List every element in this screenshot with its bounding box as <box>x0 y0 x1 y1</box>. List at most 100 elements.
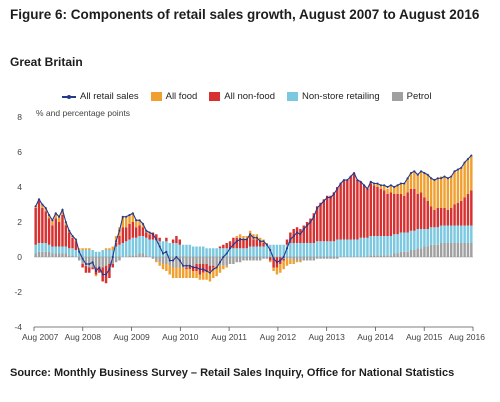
bar-segment-all-non-food <box>413 188 416 231</box>
bar-segment-petrol <box>460 243 463 257</box>
data-point-all-retail <box>48 213 51 217</box>
bar-segment-all-food <box>64 222 68 226</box>
bar-segment-petrol <box>128 255 131 257</box>
bar-segment-all-food <box>111 246 114 250</box>
bar-segment-non-store-retailing <box>312 243 316 257</box>
bar-segment-all-food <box>212 267 215 278</box>
bar-segment-non-store-retailing <box>443 225 446 243</box>
bar-segment-all-food <box>299 260 302 263</box>
bar-segment-all-food <box>88 248 91 250</box>
bar-segment-non-store-retailing <box>37 243 41 252</box>
legend-item-food: All food <box>150 91 198 102</box>
bar-segment-all-non-food <box>423 197 426 229</box>
data-point-all-retail <box>68 229 71 232</box>
data-point-all-retail <box>289 238 292 241</box>
bar-segment-petrol <box>41 251 44 257</box>
bar-segment-non-store-retailing <box>329 241 332 257</box>
data-point-all-retail <box>192 266 195 269</box>
bar-segment-petrol <box>453 243 456 257</box>
y-tick-label: 8 <box>17 112 22 122</box>
bar-segment-all-food <box>409 173 413 189</box>
data-point-all-retail <box>312 215 315 218</box>
bar-segment-petrol <box>252 257 255 261</box>
data-point-all-retail <box>406 177 409 180</box>
bar-segment-all-non-food <box>228 241 232 249</box>
bar-segment-non-store-retailing <box>128 239 131 256</box>
bar-segment-all-non-food <box>449 208 453 226</box>
bar-segment-all-non-food <box>208 265 212 271</box>
bar-segment-non-store-retailing <box>466 225 470 243</box>
bar-segment-non-store-retailing <box>47 244 51 252</box>
bar-segment-non-store-retailing <box>406 232 409 252</box>
data-point-all-retail <box>339 182 342 185</box>
bar-segment-petrol <box>131 255 135 257</box>
data-point-all-retail <box>336 187 339 190</box>
bar-segment-petrol <box>81 257 84 264</box>
bar-segment-petrol <box>456 243 460 257</box>
data-point-all-retail <box>64 220 67 224</box>
bar-segment-non-store-retailing <box>382 236 386 256</box>
bar-segment-all-food <box>61 209 64 215</box>
bar-segment-all-non-food <box>399 194 403 233</box>
bar-segment-all-non-food <box>245 239 249 249</box>
bar-segment-all-non-food <box>262 243 265 247</box>
bar-segment-all-non-food <box>225 243 228 249</box>
data-point-all-retail <box>61 208 64 211</box>
bar-segment-non-store-retailing <box>235 248 238 257</box>
bar-segment-non-store-retailing <box>145 237 148 256</box>
bar-segment-petrol <box>155 257 158 261</box>
data-point-all-retail <box>249 233 252 236</box>
bar-segment-petrol <box>382 255 386 257</box>
data-point-all-retail <box>470 154 473 157</box>
data-point-all-retail <box>383 184 386 187</box>
data-point-all-retail <box>58 215 61 218</box>
bar-segment-all-food <box>171 267 175 278</box>
data-point-all-retail <box>74 238 77 241</box>
bar-segment-petrol <box>429 244 433 257</box>
bar-segment-all-non-food <box>393 194 396 235</box>
data-point-all-retail <box>54 212 57 215</box>
bar-segment-all-non-food <box>272 257 275 268</box>
bar-segment-all-non-food <box>376 187 379 236</box>
bar-segment-petrol <box>64 253 68 257</box>
bar-segment-non-store-retailing <box>282 244 285 257</box>
bar-segment-all-food <box>84 248 88 250</box>
bar-segment-non-store-retailing <box>155 239 158 257</box>
y-axis-unit-label: % and percentage points <box>36 108 131 118</box>
chart-subtitle: Great Britain <box>10 55 83 69</box>
bar-segment-petrol <box>426 246 429 257</box>
data-point-all-retail <box>285 247 289 250</box>
bar-segment-non-store-retailing <box>372 236 376 256</box>
bar-segment-all-non-food <box>302 225 305 243</box>
bar-segment-non-store-retailing <box>393 234 396 254</box>
bar-segment-non-store-retailing <box>74 250 78 257</box>
legend-label-non-store: Non-store retailing <box>302 91 380 102</box>
bar-segment-petrol <box>141 253 145 257</box>
bar-segment-all-food <box>94 274 98 277</box>
bar-segment-all-non-food <box>84 265 88 273</box>
bar-segment-all-non-food <box>299 229 302 243</box>
bar-segment-all-food <box>292 260 295 264</box>
bar-segment-all-non-food <box>151 232 155 240</box>
bar-segment-petrol <box>329 257 332 259</box>
bar-segment-all-non-food <box>255 239 259 247</box>
bar-segment-non-store-retailing <box>252 246 255 257</box>
bar-segment-petrol <box>232 257 235 264</box>
data-point-all-retail <box>413 170 416 173</box>
bar-segment-non-store-retailing <box>78 250 81 257</box>
bar-segment-all-food <box>393 187 396 194</box>
bar-segment-petrol <box>134 255 138 257</box>
data-point-all-retail <box>111 255 114 259</box>
bar-segment-petrol <box>158 257 161 263</box>
bar-segment-non-store-retailing <box>416 229 419 249</box>
bar-segment-petrol <box>161 257 165 264</box>
bar-segment-all-non-food <box>439 208 443 226</box>
x-tick-label: Aug 2011 <box>211 332 247 342</box>
data-point-all-retail <box>81 257 84 260</box>
bar-segment-petrol <box>44 251 47 257</box>
bar-segment-all-non-food <box>74 241 78 250</box>
y-tick-label: 0 <box>17 252 22 262</box>
bar-segment-non-store-retailing <box>191 246 195 257</box>
bar-segment-non-store-retailing <box>158 241 161 257</box>
legend-label-food: All food <box>165 91 198 102</box>
